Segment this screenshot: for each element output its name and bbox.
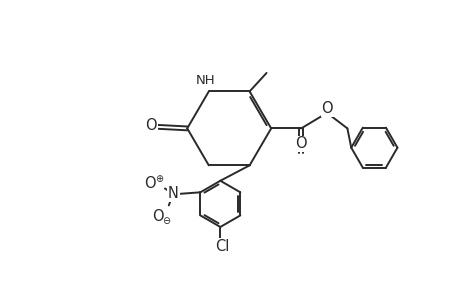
Text: O: O [295,136,306,151]
Text: O: O [145,118,157,133]
Text: ⊖: ⊖ [161,216,169,226]
Text: NH: NH [196,74,215,87]
Text: O: O [144,176,156,191]
Text: O: O [152,209,163,224]
Text: Cl: Cl [214,239,229,254]
Text: ⊕: ⊕ [155,174,163,184]
Text: O: O [321,101,332,116]
Text: N: N [168,186,179,201]
